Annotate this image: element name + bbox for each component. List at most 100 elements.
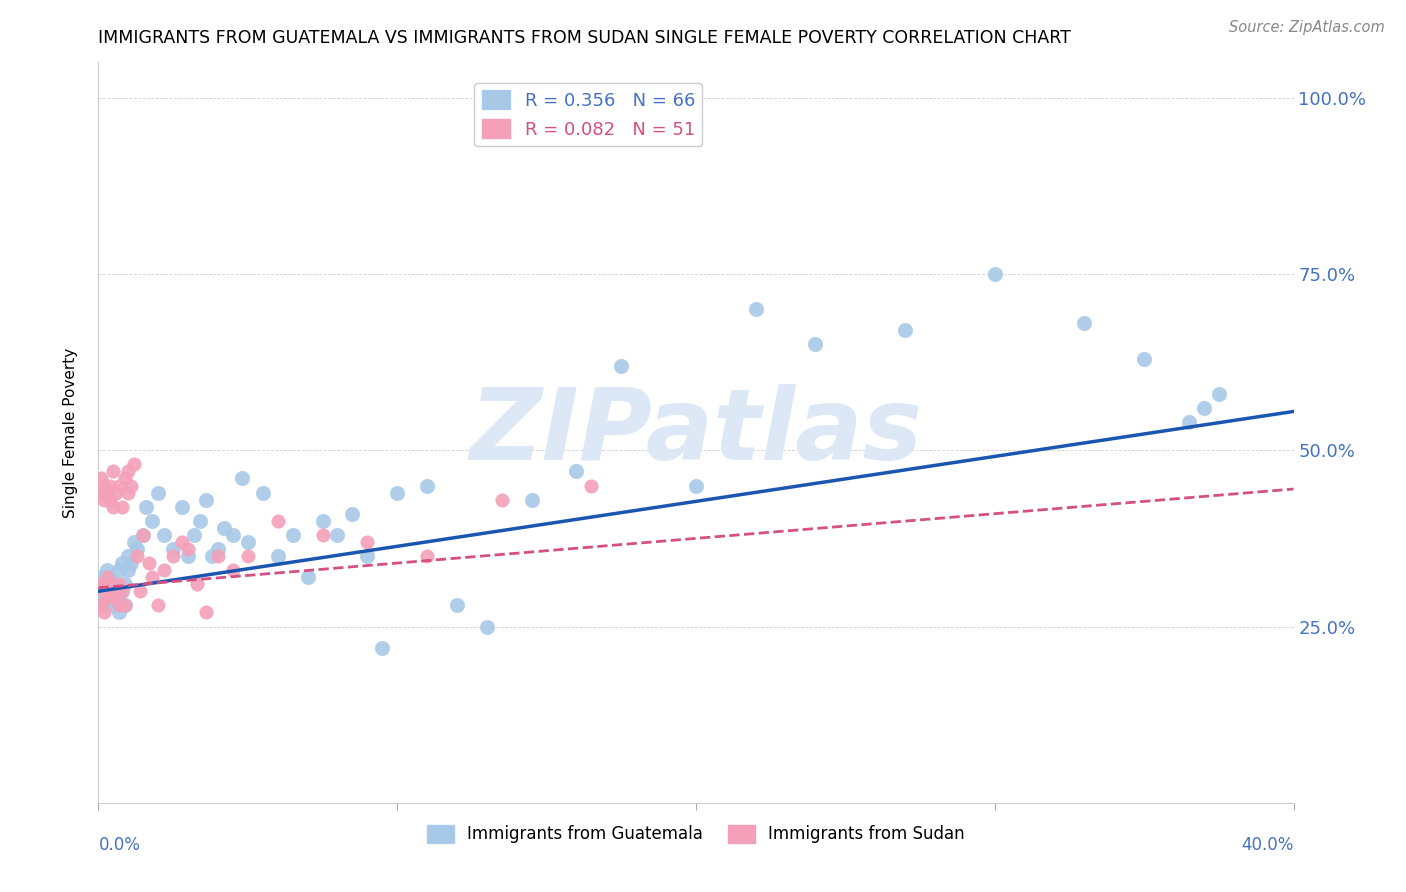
Point — [103, 500, 125, 514]
Text: Source: ZipAtlas.com: Source: ZipAtlas.com — [1229, 20, 1385, 35]
Point — [281, 528, 304, 542]
Point — [172, 535, 194, 549]
Point — [96, 591, 118, 606]
Point — [231, 471, 253, 485]
Point — [520, 492, 543, 507]
Point — [117, 464, 139, 478]
Point — [127, 541, 149, 556]
Point — [297, 570, 319, 584]
Point — [138, 556, 160, 570]
Point — [105, 591, 128, 606]
Point — [1192, 401, 1215, 415]
Point — [93, 584, 115, 599]
Point — [98, 492, 122, 507]
Point — [222, 528, 245, 542]
Point — [93, 599, 115, 613]
Point — [103, 464, 125, 478]
Point — [132, 528, 155, 542]
Point — [96, 584, 118, 599]
Point — [207, 549, 229, 563]
Point — [491, 492, 513, 507]
Point — [236, 549, 259, 563]
Point — [129, 584, 152, 599]
Point — [326, 528, 349, 542]
Point — [207, 541, 229, 556]
Point — [98, 591, 122, 606]
Point — [124, 458, 146, 472]
Point — [105, 577, 128, 591]
Point — [117, 563, 139, 577]
Point — [111, 584, 134, 599]
Point — [96, 563, 118, 577]
Point — [148, 599, 170, 613]
Point — [90, 599, 112, 613]
Point — [195, 492, 218, 507]
Point — [93, 492, 115, 507]
Point — [114, 471, 136, 485]
Point — [98, 570, 122, 584]
Point — [90, 471, 112, 485]
Point — [98, 577, 122, 591]
Point — [416, 478, 439, 492]
Point — [1073, 316, 1095, 330]
Point — [195, 606, 218, 620]
Point — [141, 570, 163, 584]
Text: IMMIGRANTS FROM GUATEMALA VS IMMIGRANTS FROM SUDAN SINGLE FEMALE POVERTY CORRELA: IMMIGRANTS FROM GUATEMALA VS IMMIGRANTS … — [98, 29, 1071, 47]
Text: 40.0%: 40.0% — [1241, 836, 1294, 855]
Point — [93, 577, 115, 591]
Point — [105, 591, 128, 606]
Point — [894, 323, 917, 337]
Point — [90, 591, 112, 606]
Point — [212, 521, 235, 535]
Point — [93, 478, 115, 492]
Point — [127, 549, 149, 563]
Point — [565, 464, 588, 478]
Point — [117, 549, 139, 563]
Point — [183, 528, 205, 542]
Point — [153, 563, 176, 577]
Text: 0.0%: 0.0% — [98, 836, 141, 855]
Point — [371, 640, 394, 655]
Point — [177, 549, 200, 563]
Point — [108, 599, 131, 613]
Point — [581, 478, 603, 492]
Point — [984, 267, 1007, 281]
Point — [93, 606, 115, 620]
Point — [114, 599, 136, 613]
Point — [475, 619, 498, 633]
Point — [804, 337, 827, 351]
Point — [120, 556, 142, 570]
Point — [342, 507, 364, 521]
Point — [356, 535, 378, 549]
Point — [90, 577, 112, 591]
Point — [236, 535, 259, 549]
Point — [267, 549, 290, 563]
Point — [114, 577, 136, 591]
Point — [96, 570, 118, 584]
Point — [745, 302, 768, 317]
Point — [446, 599, 468, 613]
Point — [141, 514, 163, 528]
Point — [103, 584, 125, 599]
Point — [385, 485, 409, 500]
Point — [108, 577, 131, 591]
Point — [162, 541, 184, 556]
Point — [96, 485, 118, 500]
Point — [108, 478, 131, 492]
Point — [103, 584, 125, 599]
Point — [90, 485, 112, 500]
Point — [267, 514, 290, 528]
Point — [172, 500, 194, 514]
Point — [1208, 387, 1230, 401]
Point — [114, 599, 136, 613]
Point — [188, 514, 211, 528]
Legend: Immigrants from Guatemala, Immigrants from Sudan: Immigrants from Guatemala, Immigrants fr… — [420, 818, 972, 850]
Point — [98, 478, 122, 492]
Point — [90, 570, 112, 584]
Point — [108, 563, 131, 577]
Point — [685, 478, 707, 492]
Point — [111, 584, 134, 599]
Point — [311, 528, 333, 542]
Point — [132, 528, 155, 542]
Point — [1133, 351, 1156, 366]
